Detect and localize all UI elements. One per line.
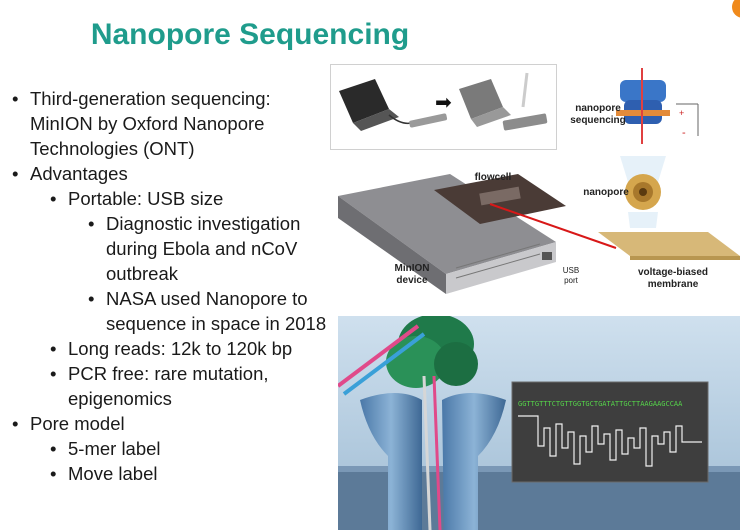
- pipette-icon: [521, 72, 529, 108]
- vent-slots: [455, 243, 541, 279]
- sequence-readout: GGTTGTTTCTGTTGGTGCTGATATTGCTTAAGAAGCCAA: [518, 400, 683, 408]
- nanopore-label: nanopore: [583, 187, 629, 198]
- bullet-text: Long reads: 12k to 120k bp: [68, 338, 293, 359]
- bullet-item: • Portable: USB size: [10, 186, 330, 211]
- plus-sign: +: [679, 108, 684, 118]
- current-signal-trace: [518, 415, 702, 467]
- bullet-dot-icon: •: [50, 188, 57, 209]
- bullet-dot-icon: •: [12, 413, 19, 434]
- bullet-item: • 5-mer label: [10, 436, 330, 461]
- usb-port-label: USB port: [562, 266, 580, 285]
- bullet-text: Third-generation sequencing: MinION by O…: [30, 88, 271, 159]
- nanopore-sequencing-label: nanopore sequencing: [570, 103, 626, 126]
- bullet-dot-icon: •: [88, 213, 95, 234]
- nanopore-diagram-panel: + - nanopore sequencing nanopore voltage-…: [558, 60, 740, 310]
- laptop-icon: [339, 79, 399, 131]
- bullet-list: • Third-generation sequencing: MinION by …: [10, 86, 330, 486]
- flowcell-icon: [434, 174, 566, 224]
- minus-sign: -: [682, 127, 686, 139]
- pore-protein-3d-icon: [360, 393, 506, 530]
- pointer-line: [489, 203, 617, 249]
- nanopore-diagram: + -: [598, 68, 740, 260]
- minion-device-icon: [409, 113, 448, 128]
- minion-body-icon: [338, 174, 556, 294]
- laptop-icon: [459, 79, 511, 127]
- bullet-item: • Diagnostic investigation during Ebola a…: [10, 211, 330, 286]
- slide-title: Nanopore Sequencing: [90, 18, 410, 51]
- bullet-dot-icon: •: [50, 438, 57, 459]
- membrane-label: voltage-biased membrane: [637, 267, 709, 290]
- bullet-text: Move label: [68, 463, 158, 484]
- bullet-dot-icon: •: [12, 88, 19, 109]
- bullet-item: • Long reads: 12k to 120k bp: [10, 336, 330, 361]
- bullet-text: PCR free: rare mutation, epigenomics: [68, 363, 269, 409]
- bullet-dot-icon: •: [50, 463, 57, 484]
- bullet-text: 5-mer label: [68, 438, 161, 459]
- minion-device-label: MinION device: [394, 263, 430, 286]
- bullet-text: Diagnostic investigation during Ebola an…: [106, 213, 301, 284]
- pore-protein-icon: [616, 68, 670, 144]
- membrane-icon: [598, 232, 740, 256]
- nanopore-3d-rendering: GGTTGTTTCTGTTGGTGCTGATATTGCTTAAGAAGCCAA: [338, 316, 740, 530]
- bullet-dot-icon: •: [50, 338, 57, 359]
- usb-port-icon: [542, 252, 552, 260]
- bullet-text: Advantages: [30, 163, 128, 184]
- dna-strand-icon: [338, 324, 442, 530]
- arrow-right-icon: ➡: [435, 92, 452, 114]
- bullet-text: Portable: USB size: [68, 188, 224, 209]
- minion-device-panel: flowcell MinION device USB port: [330, 152, 630, 302]
- corner-accent-mark: [732, 0, 740, 18]
- nanopore-ring-icon: [625, 174, 661, 210]
- bullet-dot-icon: •: [88, 288, 95, 309]
- bullet-dot-icon: •: [12, 163, 19, 184]
- bullet-item: • Advantages: [10, 161, 330, 186]
- bullet-item: • Pore model: [10, 411, 330, 436]
- nanopore-3d-illustration: GGTTGTTTCTGTTGGTGCTGATATTGCTTAAGAAGCCAA: [338, 316, 740, 530]
- bullet-text: NASA used Nanopore to sequence in space …: [106, 288, 327, 334]
- bullet-item: • NASA used Nanopore to sequence in space…: [10, 286, 330, 336]
- minion-device-icon: [502, 113, 548, 131]
- signal-trace-window: GGTTGTTTCTGTTGGTGCTGATATTGCTTAAGAAGCCAA: [511, 381, 709, 483]
- bullet-item: • PCR free: rare mutation, epigenomics: [10, 361, 330, 411]
- laptop-usb-illustration: ➡: [339, 72, 548, 131]
- bullet-dot-icon: •: [50, 363, 57, 384]
- bullet-text: Pore model: [30, 413, 125, 434]
- bullet-item: • Move label: [10, 461, 330, 486]
- laptop-minion-photo-panel: ➡: [330, 64, 557, 150]
- bullet-item: • Third-generation sequencing: MinION by …: [10, 86, 330, 161]
- flowcell-label: flowcell: [474, 172, 512, 183]
- minion-device-illustration: [338, 174, 617, 294]
